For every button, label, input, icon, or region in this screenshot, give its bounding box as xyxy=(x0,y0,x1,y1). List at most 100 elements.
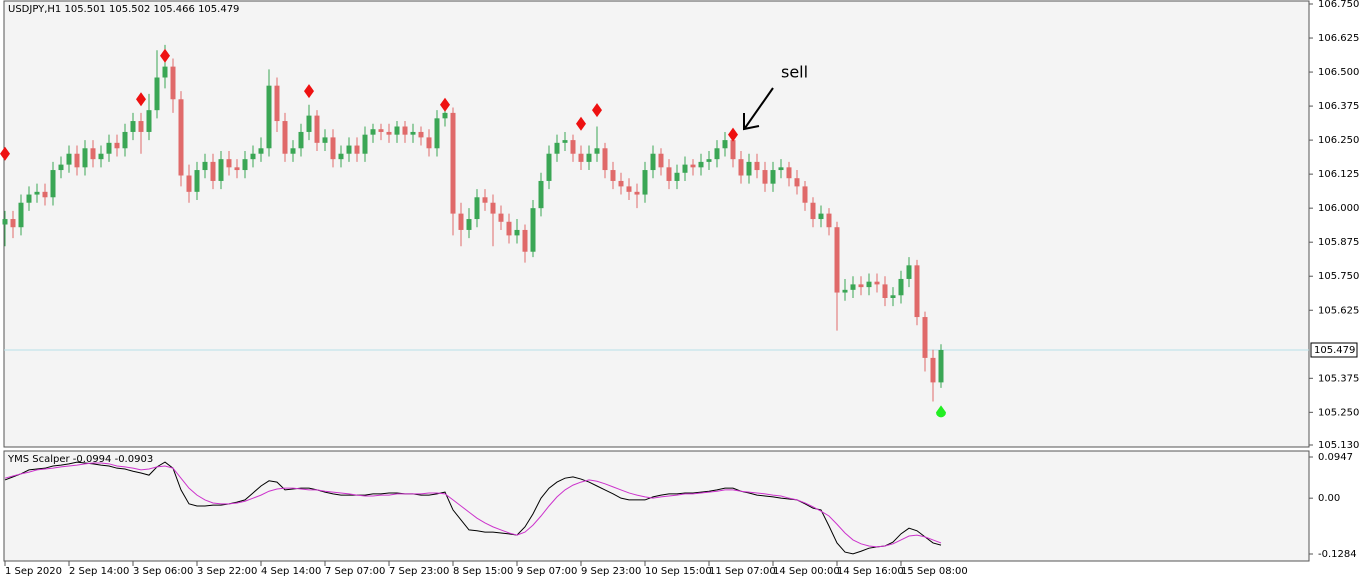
candle-body xyxy=(194,170,200,192)
x-tick-label: 14 Sep 16:00 xyxy=(837,566,904,577)
candle-body xyxy=(818,213,824,220)
candle-body xyxy=(290,148,296,154)
candle-body xyxy=(674,172,680,181)
y-tick-label: 105.750 xyxy=(1318,271,1359,282)
indicator-line xyxy=(4,462,942,548)
candle-body xyxy=(130,121,136,132)
candle-body xyxy=(34,191,40,195)
candle-body xyxy=(10,219,16,228)
sell-signal xyxy=(440,97,450,112)
candle-body xyxy=(906,265,912,279)
candle-body xyxy=(706,159,712,162)
candle-body xyxy=(394,126,400,135)
candle-body xyxy=(522,229,528,252)
candle-body xyxy=(666,167,672,181)
candle-body xyxy=(362,134,368,154)
x-tick-label: 15 Sep 08:00 xyxy=(901,566,968,577)
candle-body xyxy=(250,153,256,160)
price-label: 105.479 xyxy=(1314,345,1355,356)
candle-body xyxy=(858,284,864,288)
candle-body xyxy=(458,213,464,230)
x-tick-label: 2 Sep 14:00 xyxy=(69,566,129,577)
y-tick-label: 106.375 xyxy=(1318,101,1359,112)
candle-body xyxy=(746,161,752,176)
candle-body xyxy=(594,148,600,154)
candle-body xyxy=(170,66,176,100)
candle-body xyxy=(474,197,480,220)
candle-body xyxy=(930,357,936,383)
candle-body xyxy=(426,137,432,149)
y-tick-label: 106.625 xyxy=(1318,33,1359,44)
candle-body xyxy=(306,115,312,132)
candle-body xyxy=(802,186,808,203)
candle-body xyxy=(546,153,552,181)
candle-body xyxy=(578,153,584,162)
x-tick-label: 3 Sep 06:00 xyxy=(133,566,193,577)
x-tick-label: 11 Sep 07:00 xyxy=(709,566,776,577)
candle-body xyxy=(274,85,280,122)
candle-body xyxy=(754,161,760,171)
candle-body xyxy=(794,178,800,187)
candle-body xyxy=(314,115,320,143)
y-tick-label: 0.00 xyxy=(1318,493,1340,504)
candle-body xyxy=(354,145,360,154)
y-tick-label: 106.500 xyxy=(1318,67,1359,78)
y-tick-label: 0.0947 xyxy=(1318,452,1353,463)
candle-body xyxy=(850,284,856,290)
candle-body xyxy=(866,281,872,288)
candle-body xyxy=(610,170,616,181)
candle-body xyxy=(18,202,24,228)
candle-body xyxy=(202,161,208,171)
candle-body xyxy=(554,142,560,154)
candle-body xyxy=(154,77,160,111)
candle-body xyxy=(882,284,888,298)
candle-body xyxy=(346,145,352,154)
candle-body xyxy=(890,295,896,298)
x-tick-label: 9 Sep 07:00 xyxy=(517,566,577,577)
candle-body xyxy=(778,167,784,171)
candle-body xyxy=(26,194,32,203)
candle-body xyxy=(162,66,168,78)
candle-body xyxy=(738,159,744,176)
candle-body xyxy=(658,153,664,168)
candle-body xyxy=(418,131,424,138)
candle-body xyxy=(538,180,544,209)
candle-body xyxy=(682,164,688,173)
candle-body xyxy=(234,167,240,171)
candle-body xyxy=(66,153,72,165)
candle-body xyxy=(298,131,304,149)
candle-body xyxy=(106,142,112,154)
candle-body xyxy=(634,191,640,195)
sell-signal xyxy=(136,92,146,107)
candle-body xyxy=(330,137,336,160)
candle-body xyxy=(698,161,704,168)
candle-body xyxy=(618,180,624,187)
buy-signal xyxy=(936,405,946,418)
candle-body xyxy=(338,153,344,160)
y-tick-label: 105.875 xyxy=(1318,237,1359,248)
candle-body xyxy=(146,110,152,132)
x-tick-label: 7 Sep 23:00 xyxy=(389,566,449,577)
candle-body xyxy=(898,278,904,296)
candle-body xyxy=(266,85,272,149)
x-tick-label: 4 Sep 14:00 xyxy=(261,566,321,577)
candle-body xyxy=(50,170,56,198)
main-pane xyxy=(3,0,1310,448)
candle-body xyxy=(322,137,328,143)
candle-body xyxy=(642,170,648,195)
candle-body xyxy=(482,197,488,203)
candle-body xyxy=(770,170,776,184)
candle-body xyxy=(378,129,384,132)
candle-body xyxy=(226,159,232,168)
candle-body xyxy=(506,221,512,236)
candle-body xyxy=(178,99,184,176)
candle-body xyxy=(386,131,392,135)
candle-body xyxy=(530,208,536,252)
candle-body xyxy=(562,140,568,143)
candle-body xyxy=(498,213,504,222)
indicator-title: YMS Scalper -0.0994 -0.0903 xyxy=(7,454,153,465)
sell-signal xyxy=(160,48,170,63)
candle-body xyxy=(218,159,224,181)
x-tick-label: 3 Sep 22:00 xyxy=(197,566,257,577)
